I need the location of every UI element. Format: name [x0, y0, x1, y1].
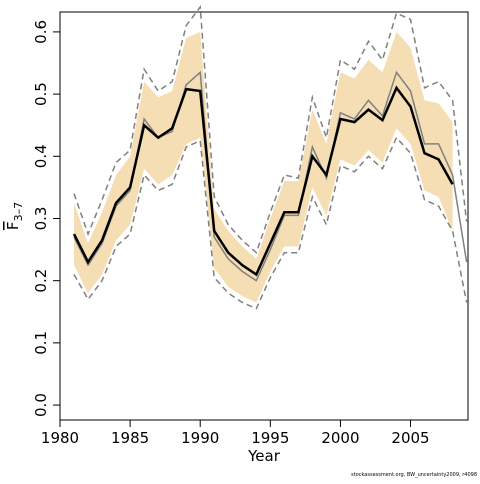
y-tick-label: 0.0 — [32, 393, 50, 417]
y-tick-label: 0.6 — [32, 20, 50, 44]
y-tick-label: 0.2 — [32, 269, 50, 293]
x-tick-label: 1980 — [41, 429, 79, 447]
x-tick-label: 2000 — [321, 429, 359, 447]
footnote: stockassessment.org, BW_uncertainty2009,… — [351, 472, 477, 478]
plot-frame — [59, 11, 469, 421]
y-tick-label: 0.1 — [32, 331, 50, 355]
y-label-sub: 3–7 — [12, 202, 25, 222]
estimate-line — [72, 85, 454, 277]
x-tick-label: 2005 — [391, 429, 429, 447]
bound-line — [73, 4, 468, 255]
y-tick-label: 0.3 — [32, 207, 50, 231]
x-tick-label: 1985 — [111, 429, 149, 447]
x-axis-label: Year — [247, 447, 281, 465]
bound-line — [73, 136, 468, 310]
x-tick-label: 1990 — [181, 429, 219, 447]
y-axis-label: F3–7 — [4, 202, 25, 230]
x-tick-label: 1995 — [251, 429, 289, 447]
y-label-main: F — [4, 221, 22, 230]
uncertainty-band — [74, 31, 453, 303]
y-tick-label: 0.5 — [32, 82, 50, 106]
y-tick-label: 0.4 — [32, 144, 50, 168]
